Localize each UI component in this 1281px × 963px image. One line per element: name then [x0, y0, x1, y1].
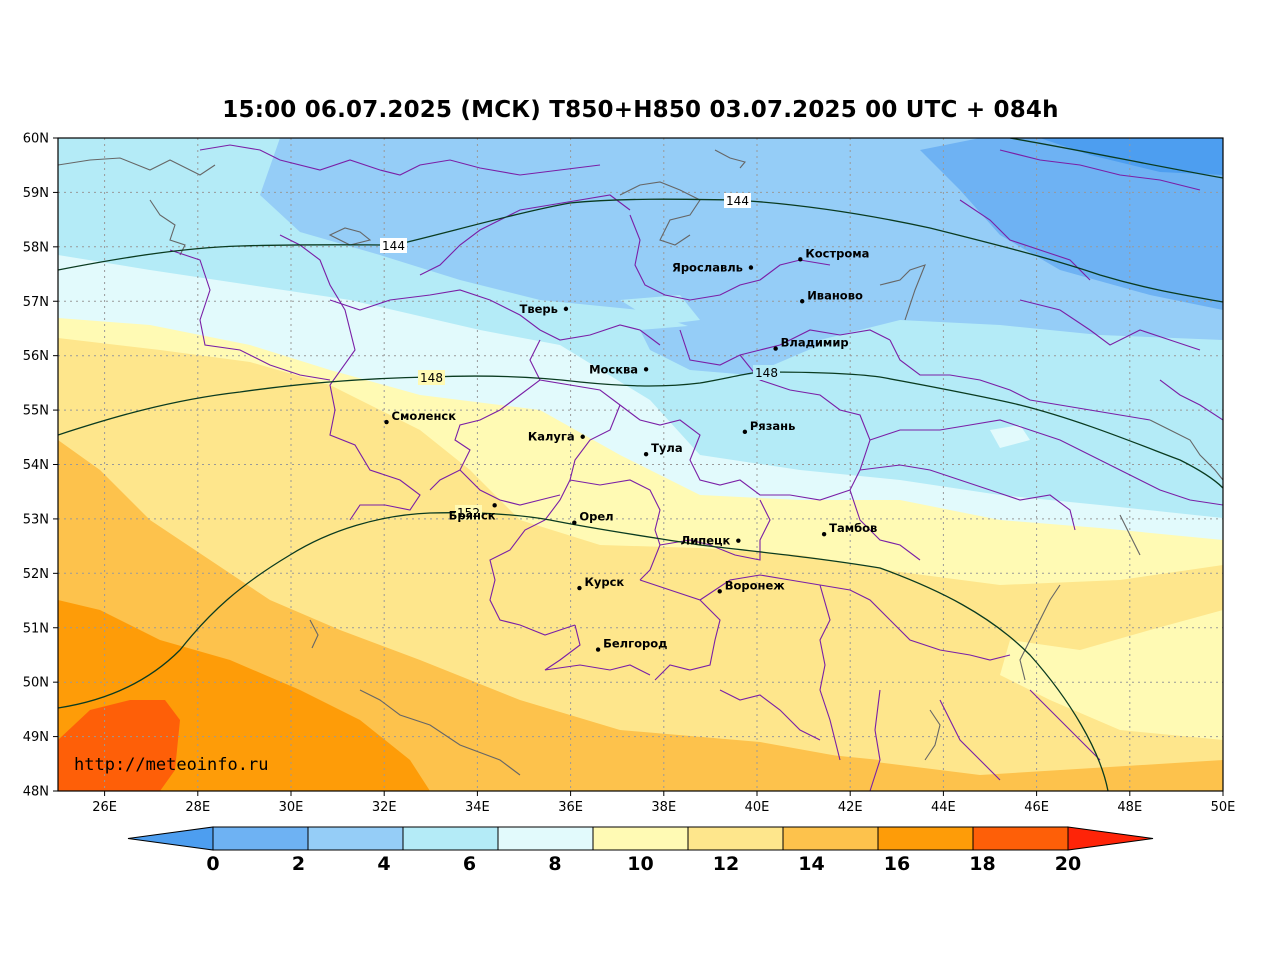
lon-label: 48E	[1117, 800, 1142, 815]
city-dot	[748, 265, 754, 270]
lat-label: 53N	[23, 512, 49, 527]
city-label: Воронеж	[725, 578, 786, 592]
city-dot	[580, 434, 585, 439]
city-dot	[572, 520, 577, 525]
lon-label: 28E	[185, 800, 210, 815]
city-dot	[577, 585, 582, 591]
city-label: Владимир	[781, 336, 849, 350]
lat-label: 49N	[23, 730, 49, 745]
lon-label: 32E	[372, 800, 397, 815]
colorbar-tick-label: 14	[798, 853, 824, 875]
colorbar-segment	[402, 826, 499, 851]
city-label: Иваново	[807, 288, 863, 302]
city-label: Кострома	[805, 246, 869, 260]
city-label: Ярославль	[672, 261, 743, 275]
lon-label: 26E	[92, 800, 117, 815]
lat-label: 51N	[23, 621, 49, 636]
watermark: http://meteoinfo.ru	[74, 755, 268, 775]
city-dot	[595, 647, 601, 652]
contour-label: 148	[420, 371, 443, 385]
colorbar-tick-label: 10	[627, 853, 653, 875]
colorbar-tick-label: 6	[463, 853, 476, 875]
lon-label: 36E	[558, 800, 583, 815]
longitude-axis: 26E 28E 30E 32E 34E 36E 38E 40E 42E 44E 46E 48E 50E	[92, 791, 1235, 815]
lon-label: 30E	[279, 800, 304, 815]
city-dot	[563, 306, 569, 312]
lon-label: 44E	[931, 800, 956, 815]
colorbar: 0 2 4 6 8 10 12 14 16 18 20	[127, 826, 1154, 875]
city-dot	[492, 503, 497, 508]
lat-label: 58N	[23, 240, 49, 255]
colorbar-segment	[877, 826, 974, 851]
lon-label: 46E	[1024, 800, 1049, 815]
city-dot	[384, 419, 389, 425]
colorbar-max-arrow	[1067, 826, 1154, 851]
colorbar-segment	[592, 826, 689, 851]
city-dot	[798, 257, 803, 262]
colorbar-tick-label: 0	[206, 853, 219, 875]
colorbar-segment	[497, 826, 594, 851]
lon-label: 50E	[1211, 800, 1236, 815]
lat-label: 52N	[23, 567, 49, 582]
lon-label: 38E	[651, 800, 676, 815]
colorbar-segment	[212, 826, 309, 851]
coastlines-rivers	[58, 149, 1223, 776]
map-title: 15:00 06.07.2025 (МСК) T850+H850 03.07.2…	[222, 97, 1059, 123]
city-label: Москва	[589, 362, 638, 376]
city-label: Брянск	[449, 508, 496, 522]
city-label: Тамбов	[829, 521, 877, 535]
contour-label: 148	[755, 366, 778, 380]
lat-label: 56N	[23, 349, 49, 364]
lon-label: 42E	[838, 800, 863, 815]
colorbar-tick-label: 18	[969, 853, 995, 875]
colorbar-tick-label: 16	[884, 853, 910, 875]
colorbar-tick-label: 20	[1055, 853, 1081, 875]
city-label: Калуга	[528, 430, 575, 444]
city-markers: Ярославль Кострома Иваново Тверь Владимир Мос…	[384, 246, 877, 652]
colorbar-segment	[307, 826, 404, 851]
city-label: Тула	[651, 441, 683, 455]
latitude-axis: 60N 59N 58N 57N 56N 55N 54N 53N 52N 51N 50N 49N 48N	[23, 132, 58, 800]
lat-label: 54N	[23, 458, 49, 473]
city-dot	[643, 451, 649, 457]
city-label: Липецк	[681, 534, 731, 548]
city-label: Тверь	[520, 302, 558, 316]
city-dot	[736, 538, 741, 543]
lat-label: 59N	[23, 186, 49, 201]
city-label: Белгород	[603, 637, 667, 651]
city-label: Смоленск	[392, 409, 457, 423]
city-dot	[821, 531, 827, 537]
city-dot	[742, 429, 748, 435]
colorbar-tick-label: 8	[548, 853, 561, 875]
city-dot	[773, 346, 778, 351]
colorbar-min-arrow	[127, 826, 214, 851]
lat-label: 60N	[23, 132, 49, 147]
colorbar-segment	[687, 826, 784, 851]
height-contours	[58, 138, 1223, 791]
contour-labels: 144 144 148 148 152	[380, 193, 780, 520]
city-dot	[800, 299, 805, 304]
colorbar-segment	[972, 826, 1069, 851]
lat-label: 55N	[23, 404, 49, 419]
city-dot	[643, 367, 649, 372]
colorbar-segment	[782, 826, 879, 851]
lon-label: 34E	[465, 800, 490, 815]
city-label: Курск	[584, 575, 624, 589]
lon-label: 40E	[745, 800, 770, 815]
region-borders	[169, 144, 1223, 791]
city-dot	[717, 589, 722, 594]
lat-label: 50N	[23, 676, 49, 691]
contour-label: 144	[382, 239, 405, 253]
lat-label: 57N	[23, 295, 49, 310]
colorbar-tick-label: 4	[377, 853, 390, 875]
city-label: Рязань	[750, 419, 795, 433]
contour-label: 144	[726, 194, 749, 208]
colorbar-tick-label: 2	[292, 853, 305, 875]
contour-label: 152	[457, 506, 480, 520]
lat-label: 48N	[23, 785, 49, 800]
city-label: Орел	[579, 510, 613, 524]
colorbar-tick-label: 12	[713, 853, 739, 875]
